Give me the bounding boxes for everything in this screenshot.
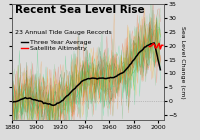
Legend: Three Year Average, Satellite Altimetry: Three Year Average, Satellite Altimetry	[18, 38, 94, 54]
Y-axis label: Sea Level Change (cm): Sea Level Change (cm)	[180, 26, 185, 99]
Text: 23 Annual Tide Gauge Records: 23 Annual Tide Gauge Records	[15, 30, 112, 35]
Text: Recent Sea Level Rise: Recent Sea Level Rise	[15, 5, 145, 15]
